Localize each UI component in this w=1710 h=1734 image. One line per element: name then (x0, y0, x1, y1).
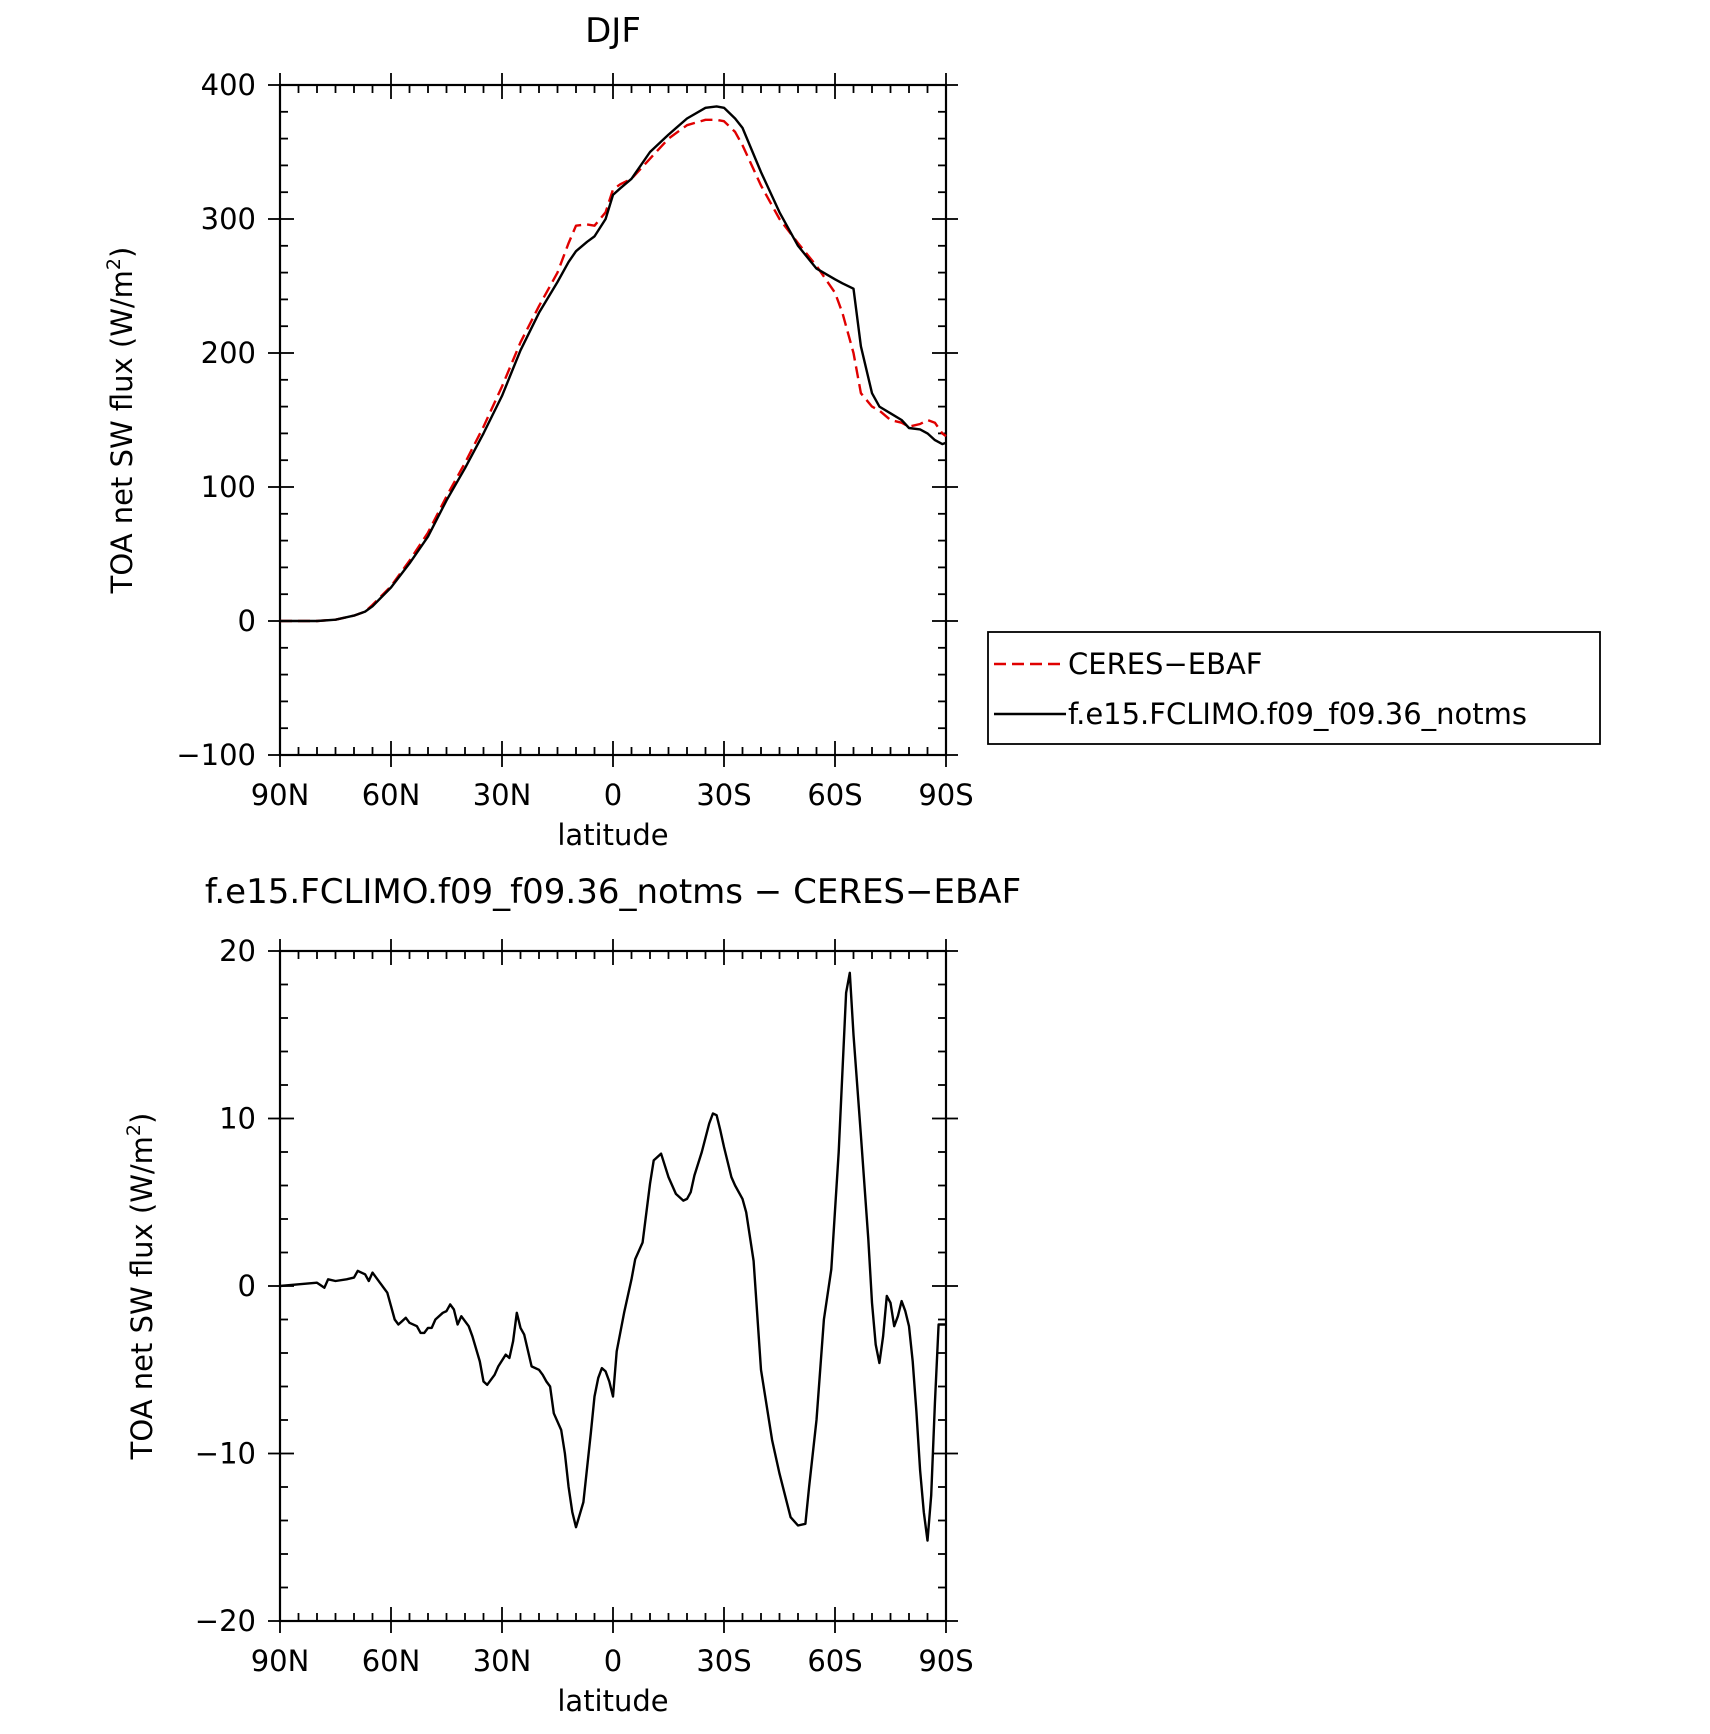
chart-title: f.e15.FCLIMO.f09_f09.36_notms − CERES−EB… (205, 872, 1021, 912)
legend-entry: CERES−EBAF (1068, 647, 1263, 681)
y-axis-label: TOA net SW flux (W/m2) (103, 247, 139, 595)
x-axis-label: latitude (557, 818, 668, 852)
series-line-1 (279, 971, 946, 1542)
y-tick-label: 200 (201, 336, 256, 370)
x-tick-label: 30S (696, 1644, 751, 1678)
x-tick-label: 30S (696, 778, 751, 812)
y-tick-label: 100 (201, 470, 256, 504)
legend-entry: f.e15.FCLIMO.f09_f09.36_notms (1068, 697, 1527, 731)
x-tick-label: 0 (604, 778, 622, 812)
chart-title: DJF (585, 11, 641, 51)
y-tick-label: 300 (201, 202, 256, 236)
legend-box (987, 631, 1601, 745)
plot-frame (278, 83, 948, 757)
y-axis-label: TOA net SW flux (W/m2) (123, 1113, 159, 1461)
x-tick-label: 30N (473, 1644, 532, 1678)
y-tick-label: 10 (219, 1102, 256, 1136)
legend: CERES−EBAF f.e15.FCLIMO.f09_f09.36_notms (987, 631, 1601, 745)
top-panel: DJF 90N 60N 30N 0 30S 60S 90S latitude −100 0 100 20… (103, 11, 1601, 852)
x-tick-label: 0 (604, 1644, 622, 1678)
plot-frame (278, 949, 948, 1623)
bottom-panel: f.e15.FCLIMO.f09_f09.36_notms − CERES−EB… (123, 872, 1021, 1718)
x-tick-label: 30N (473, 778, 532, 812)
series-line-2 (280, 105, 947, 623)
y-tick-label: 0 (238, 1269, 256, 1303)
x-tick-label: 60S (807, 778, 862, 812)
x-tick-label: 90S (918, 1644, 973, 1678)
series-line-1 (280, 118, 947, 623)
y-tick-label: −20 (195, 1604, 256, 1638)
y-tick-label: 400 (201, 68, 256, 102)
y-tick-label: −10 (195, 1437, 256, 1471)
x-tick-label: 90N (251, 1644, 310, 1678)
x-tick-label: 90S (918, 778, 973, 812)
y-tick-label: 0 (238, 604, 256, 638)
x-tick-label: 60N (362, 1644, 421, 1678)
x-axis-label: latitude (557, 1684, 668, 1718)
x-tick-label: 60N (362, 778, 421, 812)
y-tick-label: 20 (219, 934, 256, 968)
x-tick-label: 60S (807, 1644, 862, 1678)
y-tick-label: −100 (176, 738, 256, 772)
x-tick-label: 90N (251, 778, 310, 812)
